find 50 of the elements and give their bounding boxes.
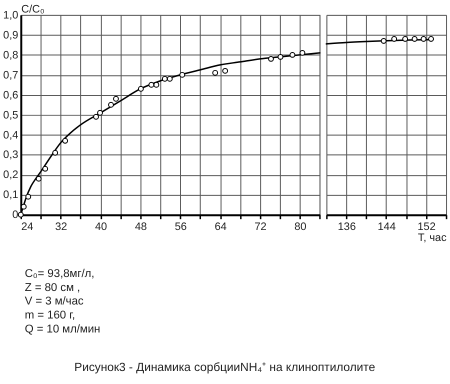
y-tick-label: 0,8 bbox=[3, 49, 18, 62]
point bbox=[93, 114, 99, 120]
text: m = 160 г, bbox=[24, 310, 76, 322]
y-tick-label: 0,1 bbox=[3, 189, 18, 202]
x-tick-label: 80 bbox=[294, 221, 306, 234]
y-tick-label: 0,9 bbox=[3, 29, 18, 42]
point bbox=[108, 102, 114, 108]
y-tick-label: 0,4 bbox=[3, 129, 18, 142]
point bbox=[179, 72, 186, 78]
point bbox=[268, 56, 274, 62]
x-tick-label: 24 bbox=[21, 221, 34, 234]
y-tick-label: 0,6 bbox=[3, 89, 18, 102]
point bbox=[212, 70, 218, 76]
y-tick-label: 1,0 bbox=[3, 9, 18, 22]
y-tick-label: 0,7 bbox=[3, 69, 18, 82]
y-tick-label: 0 bbox=[12, 209, 18, 222]
text: Z = 80 см , bbox=[24, 282, 80, 294]
x-tick-label: 32 bbox=[55, 221, 68, 234]
y-tick-label: 0,5 bbox=[3, 109, 18, 122]
y-axis-title: C/C₀ bbox=[21, 3, 44, 16]
text: C₀= 93,8мг/л, bbox=[24, 268, 94, 280]
text: Рисунок3 - Динамика сорбцииNH₄⁺ на клиноптилолите bbox=[74, 360, 376, 374]
x-tick-label: 48 bbox=[134, 221, 147, 234]
point bbox=[52, 150, 58, 156]
point bbox=[62, 138, 68, 144]
point bbox=[299, 50, 306, 56]
point bbox=[25, 194, 32, 200]
point bbox=[278, 54, 284, 60]
x-tick-label: 136 bbox=[338, 221, 356, 234]
x-axis-title: T, час bbox=[418, 232, 448, 244]
point bbox=[166, 76, 173, 82]
x-tick-label: 40 bbox=[94, 221, 108, 234]
point bbox=[162, 76, 168, 82]
x-tick-label: 72 bbox=[254, 221, 267, 234]
text: V = 3 м/час bbox=[24, 296, 84, 308]
point bbox=[290, 52, 296, 58]
x-tick-label: 64 bbox=[214, 221, 227, 234]
point bbox=[222, 68, 228, 74]
point bbox=[138, 86, 144, 92]
y-tick-label: 0,3 bbox=[3, 149, 18, 162]
x-tick-label: 56 bbox=[174, 221, 187, 234]
point bbox=[36, 176, 42, 182]
point bbox=[42, 166, 48, 172]
point bbox=[97, 110, 103, 116]
y-tick-label: 0,2 bbox=[3, 169, 18, 182]
x-tick-label: 144 bbox=[378, 221, 396, 234]
text: Q = 10 мл/мин bbox=[24, 323, 100, 336]
x-tick-label: 152 bbox=[418, 221, 436, 234]
point bbox=[113, 96, 119, 102]
point bbox=[148, 82, 154, 88]
